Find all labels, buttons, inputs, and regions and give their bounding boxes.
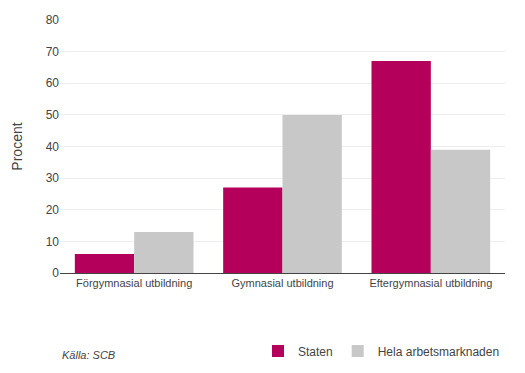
- svg-text:Förgymnasial utbildning: Förgymnasial utbildning: [76, 277, 192, 289]
- svg-text:Staten: Staten: [298, 345, 333, 359]
- svg-text:50: 50: [46, 108, 60, 122]
- svg-text:20: 20: [46, 203, 60, 217]
- svg-text:80: 80: [46, 13, 60, 27]
- svg-text:70: 70: [46, 45, 60, 59]
- svg-text:Hela arbetsmarknaden: Hela arbetsmarknaden: [378, 345, 499, 359]
- svg-text:Procent: Procent: [9, 122, 25, 170]
- svg-text:60: 60: [46, 76, 60, 90]
- svg-text:Gymnasial utbildning: Gymnasial utbildning: [231, 277, 333, 289]
- svg-text:0: 0: [52, 266, 59, 280]
- svg-text:Källa: SCB: Källa: SCB: [62, 349, 115, 361]
- svg-text:40: 40: [46, 140, 60, 154]
- svg-text:30: 30: [46, 171, 60, 185]
- svg-text:Eftergymnasial utbildning: Eftergymnasial utbildning: [369, 277, 492, 289]
- svg-text:10: 10: [46, 235, 60, 249]
